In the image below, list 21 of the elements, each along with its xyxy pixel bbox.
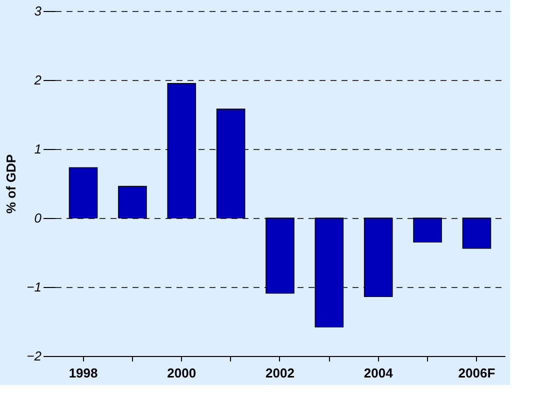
- bar: [364, 218, 393, 298]
- x-tick-label: 2006F: [458, 366, 496, 380]
- bar: [413, 218, 442, 243]
- x-tick-label: 1998: [68, 366, 98, 380]
- bar: [68, 167, 98, 218]
- x-tick-label: 2000: [167, 366, 196, 380]
- bar: [216, 108, 246, 218]
- bar: [167, 83, 196, 218]
- x-tick-label: 2002: [266, 366, 294, 380]
- bar: [118, 186, 147, 218]
- bar: [266, 218, 294, 294]
- y-tick-label: −2: [26, 348, 42, 364]
- y-tick-label: 0: [34, 210, 42, 226]
- y-tick-label: −1: [26, 280, 42, 294]
- y-tick-label: 3: [34, 4, 42, 18]
- y-axis-title: % of GDP: [4, 154, 19, 214]
- x-tick-label: 2004: [364, 366, 394, 380]
- bar: [314, 218, 344, 328]
- y-tick-label: 1: [34, 142, 42, 156]
- y-tick-label: 2: [33, 72, 42, 88]
- bar: [462, 218, 492, 249]
